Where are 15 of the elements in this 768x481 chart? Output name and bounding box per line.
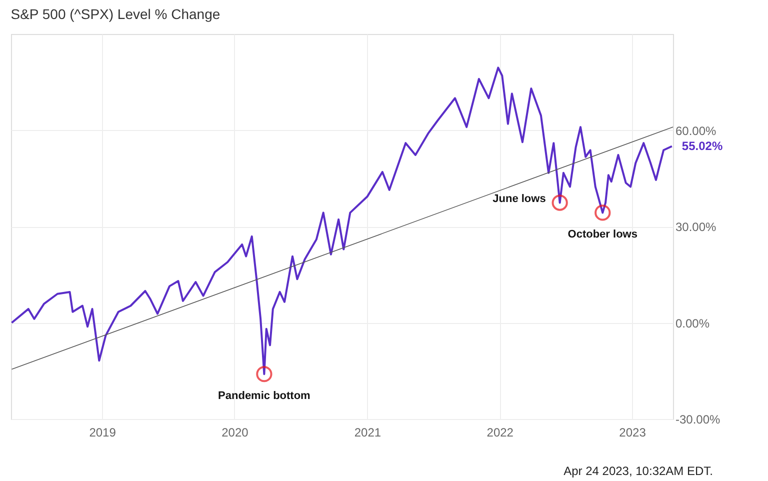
annotation: Pandemic bottom — [218, 390, 311, 402]
x-tick-label: 2021 — [354, 426, 382, 440]
chart-title: S&P 500 (^SPX) Level % Change — [10, 6, 220, 22]
annotation: October lows — [568, 228, 638, 241]
x-tick-label: 2020 — [222, 426, 249, 440]
text: Apr 24 2023, 10:32AM EDT. — [564, 464, 713, 478]
x-tick-label: 2019 — [89, 426, 116, 440]
x-tick-label: 2022 — [486, 426, 514, 440]
y-tick-label: 0.00% — [676, 316, 710, 330]
data-label: 55.02% — [682, 139, 723, 154]
x-tick-label: 2023 — [619, 426, 646, 440]
y-tick-label: -30.00% — [676, 412, 721, 426]
y-tick-label: 30.00% — [676, 220, 717, 234]
annotation: June lows — [492, 192, 546, 205]
y-tick-label: 60.00% — [676, 124, 717, 138]
